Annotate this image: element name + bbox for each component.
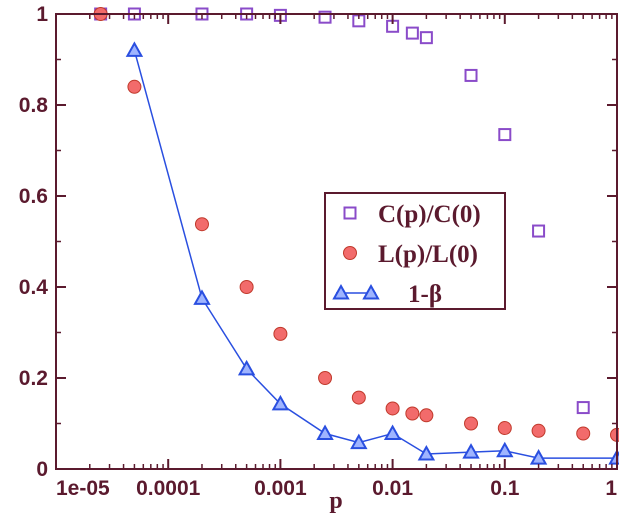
data-point [462,443,480,459]
x-tick-label: 1 [605,477,617,500]
x-axis-label: p [329,488,342,514]
data-point [350,433,368,450]
data-point [497,421,512,436]
legend-marker [343,246,357,260]
data-point [271,394,290,411]
x-tick-label: 0.1 [490,477,520,500]
data-point [405,406,420,421]
data-point [529,449,548,465]
series-filled-circle [93,7,619,442]
data-point [576,401,590,415]
data-point [318,10,332,24]
legend-label: C(p)/C(0) [378,201,481,228]
x-tick-label: 0.001 [254,477,307,500]
data-point [464,416,479,431]
x-tick-label: 0.0001 [136,477,201,500]
data-point [419,31,433,45]
y-tick-label: 1 [36,3,48,26]
y-tick-label: 0 [36,458,48,481]
x-tick-label: 0.01 [372,477,413,500]
data-point [237,359,256,376]
data-point [576,426,591,441]
legend: C(p)/C(0) L(p)/L(0) 1-β [324,192,506,310]
y-tick-label: 0.2 [19,367,48,390]
data-point [273,326,288,341]
x-tick-label: 1e-05 [56,477,110,500]
data-point [239,280,254,294]
y-tick-label: 0.4 [19,276,49,299]
data-point [316,424,334,441]
data-point [193,289,211,305]
data-point [383,424,402,441]
data-point [464,68,478,82]
data-point [405,26,419,40]
legend-label: L(p)/L(0) [378,241,478,268]
legend-marker [332,283,350,300]
data-point [127,79,142,94]
data-point [351,390,366,405]
data-point [531,423,546,438]
data-point [417,444,436,461]
series-layer [93,7,619,465]
y-tick-label: 0.8 [19,94,49,117]
legend-marker [362,283,380,300]
legend-label: 1-β [408,281,442,308]
data-point [498,128,512,142]
data-point [318,371,333,385]
data-point [419,408,434,423]
data-point [496,441,514,458]
data-point [125,41,144,57]
data-point [194,217,209,232]
legend-marker [343,206,357,220]
data-point [385,401,400,416]
axes: 1e-05 0.0001 0.001 0.01 0.1 1 0 0.2 0.4 0.6 0.8 1 [19,3,618,500]
data-point [532,224,546,238]
y-tick-label: 0.6 [19,185,48,208]
